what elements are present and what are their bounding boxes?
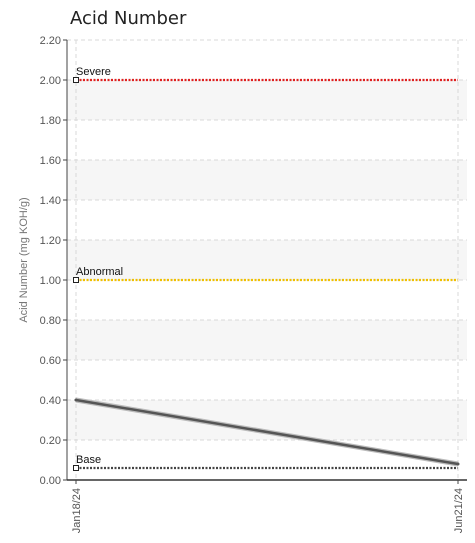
threshold-label-base: Base	[76, 454, 101, 466]
background-band	[67, 80, 467, 120]
chart-title: Acid Number	[70, 8, 187, 29]
y-tick-label: 2.00	[40, 75, 61, 87]
y-tick-label: 1.40	[40, 195, 61, 207]
axes	[66, 40, 467, 481]
series-lines	[74, 397, 460, 467]
y-tick-label: 1.60	[40, 155, 61, 167]
y-tick-label: 0.00	[40, 475, 61, 487]
y-tick-label: 1.00	[40, 275, 61, 287]
threshold-marker	[73, 77, 79, 83]
y-tick-label: 1.20	[40, 235, 61, 247]
x-tick-label: Jan18/24	[71, 488, 83, 533]
y-tick-label: 0.40	[40, 395, 61, 407]
background-bands	[67, 80, 467, 440]
y-tick-label: 1.80	[40, 115, 61, 127]
y-axis-label: Acid Number (mg KOH/g)	[18, 197, 30, 322]
y-tick-label: 2.20	[40, 35, 61, 47]
threshold-lines: Severe Abnormal Base	[73, 66, 458, 471]
y-tick-label: 0.80	[40, 315, 61, 327]
y-tick-label: 0.60	[40, 355, 61, 367]
background-band	[67, 240, 467, 280]
x-tick-label: Jun21/24	[453, 488, 465, 533]
threshold-label-severe: Severe	[76, 66, 111, 78]
series-line	[75, 398, 459, 466]
threshold-marker	[73, 277, 79, 283]
data-point	[74, 398, 78, 402]
threshold-marker	[73, 465, 79, 471]
threshold-label-abnormal: Abnormal	[76, 266, 123, 278]
y-tick-label: 0.20	[40, 435, 61, 447]
data-point	[456, 462, 460, 466]
background-band	[67, 320, 467, 360]
x-tick-labels: Jan18/24 Jun21/24	[71, 480, 465, 533]
y-tick-labels: 0.00 0.20 0.40 0.60 0.80 1.00 1.20 1.40 1.60 1.80…	[40, 35, 61, 487]
background-band	[67, 160, 467, 200]
